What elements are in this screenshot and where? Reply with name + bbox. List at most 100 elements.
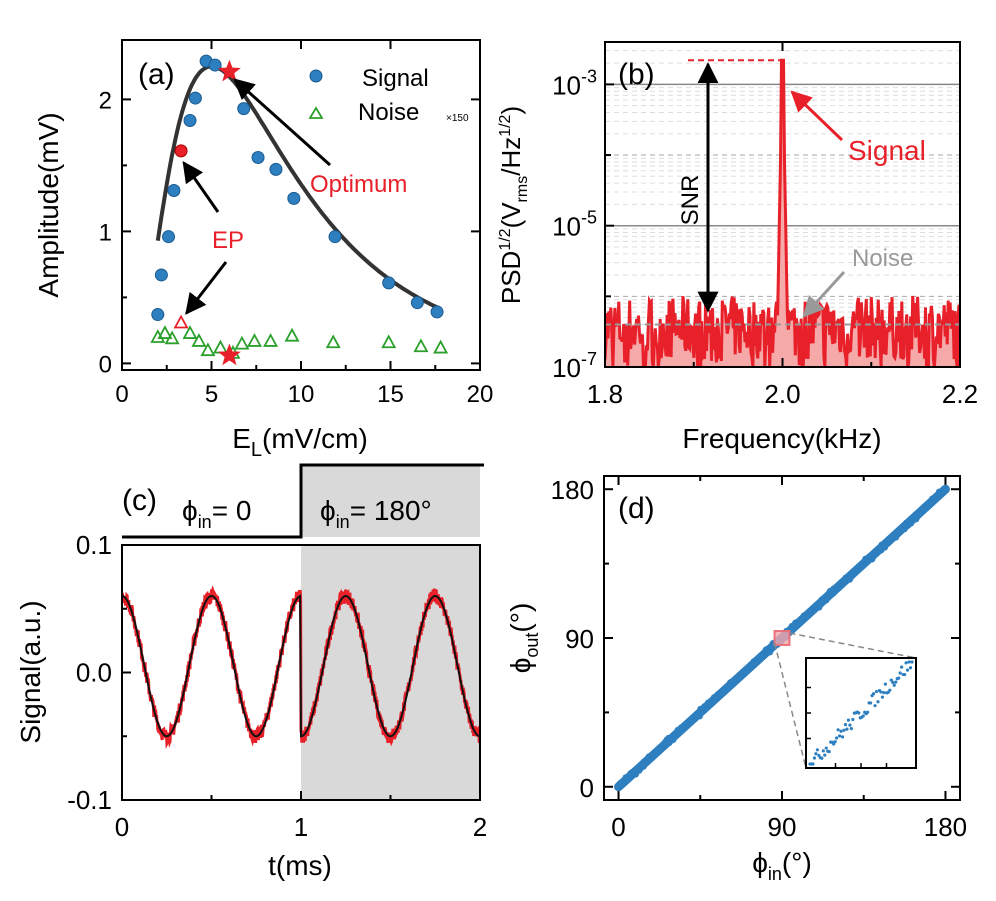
- panel-a-label: (a): [138, 58, 175, 91]
- x-tick-label: 0: [115, 812, 129, 842]
- panel-d-ylabel: ϕout(°): [505, 603, 542, 674]
- noise-point: [433, 339, 449, 354]
- panel-d-axes: 0 90 180 0 90 180: [551, 475, 968, 842]
- phase-point: [877, 546, 884, 554]
- signal-point: [188, 91, 202, 105]
- noise-point: [234, 335, 250, 350]
- phase-point: [906, 517, 913, 524]
- inset-point: [894, 680, 898, 684]
- inset-point: [814, 752, 818, 756]
- panel-d-inset-points: [808, 660, 914, 766]
- inset-point: [891, 680, 895, 685]
- phase-point: [858, 563, 866, 570]
- inset-point: [812, 756, 817, 760]
- snr-annotation: SNR: [677, 175, 704, 226]
- signal-point: [382, 276, 396, 290]
- signal-point: [183, 114, 197, 128]
- panel-b-label: (b): [618, 58, 655, 91]
- noise-point: [284, 327, 300, 342]
- signal-point: [167, 183, 181, 197]
- phase-point: [727, 678, 735, 686]
- panel-a-arrows: [182, 78, 332, 315]
- tick-base: 10: [552, 70, 581, 100]
- phase-point: [832, 585, 839, 592]
- signal-point: [154, 268, 168, 282]
- panel-c-phase-step: [122, 463, 484, 539]
- optimum-annotation: Optimum: [310, 171, 407, 198]
- panel-a-xlabel: EL(mV/cm): [232, 423, 368, 461]
- y-tick-label: -0.1: [67, 785, 112, 815]
- phase-point: [622, 774, 629, 781]
- panel-b-noise-arrow: [802, 270, 846, 318]
- phase-point: [795, 620, 803, 627]
- inset-point: [815, 748, 819, 752]
- inset-point: [843, 723, 848, 727]
- y-tick-label: 1: [99, 219, 112, 246]
- panel-d-zoom-connector-bottom: [773, 642, 807, 769]
- inset-point: [824, 746, 828, 750]
- inset-point: [889, 678, 893, 682]
- noise-point: [381, 334, 397, 349]
- phase-point: [811, 603, 818, 611]
- inset-point: [840, 735, 845, 739]
- panel-b: 1.8 2.0 2.210-310-510-7 (b) SNR Signal Noi…: [496, 41, 978, 454]
- phase-point: [639, 763, 647, 770]
- panel-d-inset-ticks: [806, 686, 888, 768]
- x-tick-label: 1.8: [587, 379, 623, 409]
- panel-c-fit-curve: [122, 594, 480, 738]
- inset-point: [857, 711, 861, 715]
- inset-point: [888, 688, 892, 692]
- inset-point: [880, 695, 885, 699]
- phase-point: [719, 689, 726, 696]
- phase-point: [736, 673, 743, 680]
- x-tick-label: 1: [294, 812, 308, 842]
- phase-point: [818, 597, 826, 605]
- inset-point: [897, 676, 901, 680]
- inset-point: [839, 729, 843, 733]
- phase-point: [710, 694, 718, 701]
- inset-point: [910, 660, 914, 664]
- inset-point: [866, 710, 870, 714]
- tick-exponent: -3: [581, 66, 597, 86]
- noise-point: [212, 339, 228, 354]
- inset-point: [845, 727, 849, 731]
- inset-point: [817, 753, 821, 758]
- phase-point: [671, 730, 679, 738]
- y-tick-label: 0.0: [76, 658, 112, 688]
- panel-d-label: (d): [618, 492, 655, 525]
- y-tick-label: 0: [580, 773, 594, 803]
- phase-point: [788, 622, 796, 630]
- inset-point: [882, 691, 886, 695]
- inset-point: [837, 734, 842, 738]
- tick-base: 10: [552, 353, 581, 383]
- phase-180-label: ϕin= 180°: [320, 495, 432, 532]
- legend-noise-label: Noise: [358, 99, 419, 126]
- panel-c-label: (c): [122, 484, 157, 517]
- x-tick-label: 180: [924, 812, 967, 842]
- noise-point: [191, 333, 207, 347]
- signal-point: [430, 305, 444, 319]
- phase-point: [750, 658, 758, 665]
- panel-c-ylabel: Signal(a.u.): [15, 600, 46, 743]
- inset-point: [869, 701, 873, 705]
- y-tick-label: 0.1: [76, 530, 112, 560]
- y-tick-label: 10-3: [552, 66, 597, 100]
- phase-point: [921, 503, 928, 510]
- phase-point: [645, 753, 653, 760]
- ep-signal-arrow: [182, 161, 220, 213]
- panel-a-axes: 0 5 10 15 20 0 1 2: [99, 40, 493, 408]
- panel-d-zoom-region: [773, 630, 791, 646]
- x-tick-label: 2.2: [942, 379, 978, 409]
- legend-noise-scale: ×150: [446, 113, 469, 124]
- noise-point: [413, 338, 429, 353]
- x-tick-label: 15: [377, 381, 404, 408]
- inset-point: [849, 726, 853, 731]
- phase-point: [744, 666, 751, 674]
- phase-point: [843, 577, 850, 584]
- tick-base: 10: [552, 212, 581, 242]
- noise-point: [325, 334, 341, 349]
- signal-point: [287, 191, 301, 205]
- panel-d: 0 90 180 0 90 180 (d) ϕout(°) ϕin(°): [505, 475, 967, 884]
- inset-point: [836, 728, 840, 732]
- phase-point: [703, 704, 711, 711]
